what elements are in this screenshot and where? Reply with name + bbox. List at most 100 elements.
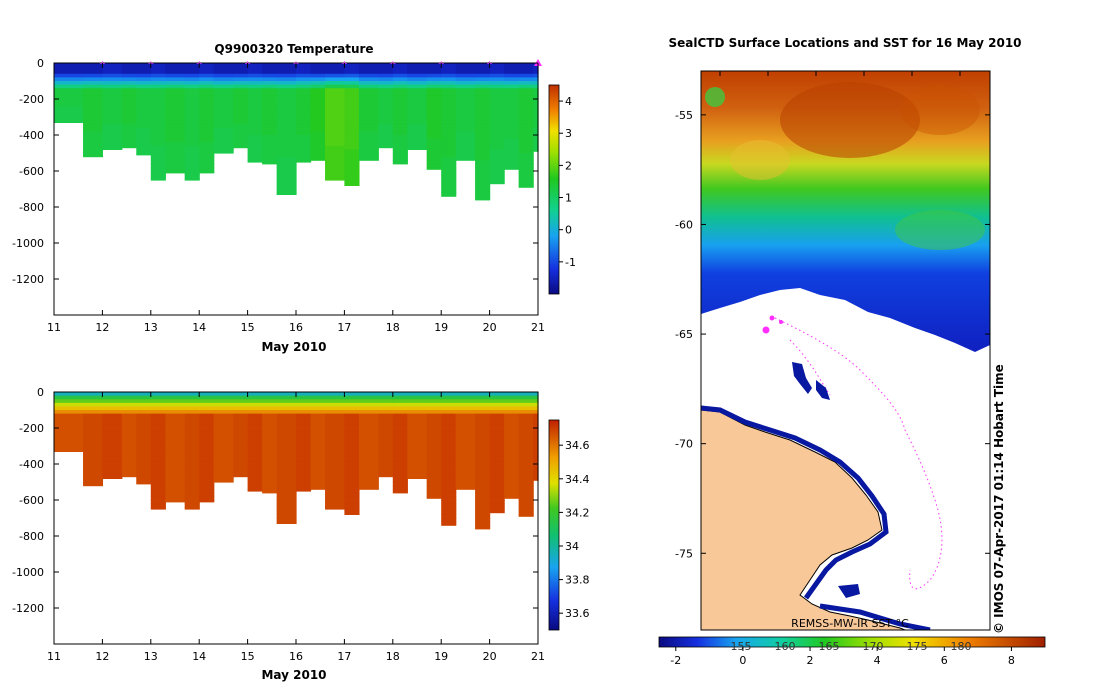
heatmap-cell [325,135,345,140]
heatmap-cell [276,156,297,161]
heatmap-cell [504,156,520,161]
heatmap-cell [344,95,360,100]
heatmap-cell [518,185,534,188]
heatmap-cell [213,438,234,443]
heatmap-cell [296,424,312,429]
heatmap-cell [233,413,249,418]
heatmap-cell [475,435,491,440]
heatmap-cell [310,145,326,150]
heatmap-cell [247,156,263,161]
heatmap-cell [102,467,123,472]
heatmap-cell [233,424,249,429]
heatmap-cell [533,102,539,107]
heatmap-cell [136,428,152,433]
salinity-y-axis: 0-200-400-600-800-1000-1200 [12,386,538,615]
heatmap-cell [378,73,394,78]
x-tick-label: 21 [531,321,545,334]
heatmap-cell [247,124,263,129]
heatmap-cell [184,77,200,82]
heatmap-cell [199,99,215,104]
heatmap-cell [54,63,84,68]
heatmap-cell [441,464,457,469]
heatmap-cell [475,431,491,436]
heatmap-cell [54,410,84,415]
heatmap-cell [489,106,505,111]
heatmap-cell [121,88,137,93]
x-tick-label: 15 [241,321,255,334]
heatmap-cell [233,91,249,96]
y-tick-label: -1200 [12,273,44,286]
heatmap-cell [325,84,345,89]
heatmap-cell [233,420,249,425]
heatmap-cell [441,99,457,104]
heatmap-cell [233,99,249,104]
heatmap-cell [358,73,379,78]
heatmap-cell [518,482,534,487]
heatmap-cell [184,417,200,422]
heatmap-cell [518,514,534,517]
heatmap-cell [247,410,263,415]
heatmap-cell [296,464,312,469]
heatmap-cell [310,138,326,143]
heatmap-cell [199,95,215,100]
heatmap-cell [426,91,442,96]
heatmap-cell [344,181,360,186]
heatmap-cell [165,453,186,458]
heatmap-cell [165,399,186,404]
heatmap-cell [184,95,200,100]
heatmap-cell [233,417,249,422]
heatmap-cell [276,171,297,176]
x-tick-label: 16 [289,650,303,663]
heatmap-cell [504,167,520,170]
heatmap-cell [136,102,152,107]
heatmap-cell [233,406,249,411]
heatmap-cell [83,392,103,397]
heatmap-cell [392,410,408,415]
heatmap-cell [518,510,534,515]
heatmap-cell [247,135,263,140]
heatmap-cell [310,106,326,111]
heatmap-cell [310,127,326,132]
heatmap-cell [262,113,278,118]
heatmap-cell [489,124,505,129]
colorbar-tick-label: 0 [565,224,572,237]
heatmap-cell [310,95,326,100]
heatmap-cell [184,492,200,497]
heatmap-cell [441,171,457,176]
heatmap-cell [83,106,103,111]
heatmap-cell [54,117,84,122]
heatmap-cell [378,142,394,147]
heatmap-cell [199,91,215,96]
heatmap-cell [455,417,476,422]
heatmap-cell [184,127,200,132]
heatmap-cell [392,464,408,469]
heatmap-cell [83,113,103,118]
heatmap-cell [504,456,520,461]
heatmap-cell [455,474,476,479]
heatmap-cell [165,392,186,397]
heatmap-cell [426,70,442,75]
heatmap-cell [489,492,505,497]
heatmap-cell [184,81,200,86]
heatmap-cell [344,124,360,129]
heatmap-cell [518,456,534,461]
heatmap-cell [150,142,166,147]
heatmap-cell [150,73,166,78]
heatmap-cell [455,84,476,89]
heatmap-cell [455,73,476,78]
map-longitude-label: 155 [731,640,752,653]
heatmap-cell [83,449,103,454]
heatmap-cell [407,102,428,107]
heatmap-cell [213,127,234,132]
heatmap-cell [136,131,152,136]
heatmap-cell [475,124,491,129]
heatmap-cell [102,395,123,400]
heatmap-cell [83,117,103,122]
heatmap-cell [310,442,326,447]
heatmap-cell [533,464,539,469]
heatmap-cell [213,478,234,483]
heatmap-cell [504,435,520,440]
heatmap-cell [518,478,534,483]
heatmap-cell [407,99,428,104]
heatmap-cell [378,120,394,125]
